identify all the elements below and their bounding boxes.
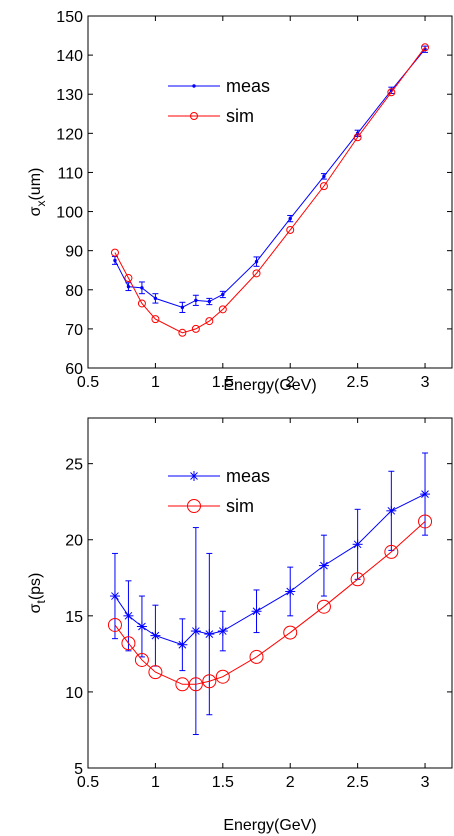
- t-point-meas: [191, 626, 201, 636]
- y-tick-label: 90: [65, 244, 83, 261]
- t-legend-marker: [189, 471, 199, 481]
- x-point-meas: [114, 259, 116, 261]
- t-point-meas: [110, 591, 120, 601]
- t-point-meas: [137, 621, 147, 631]
- x-tick-label: 1: [151, 774, 160, 791]
- series-line-meas: [115, 494, 425, 645]
- y-tick-label: 70: [65, 322, 83, 339]
- x-legend-marker: [193, 85, 195, 87]
- x-point-meas: [127, 285, 129, 287]
- chart-sigma-t: 0.5 1 1.5 2 2.5 3 5 10 15 20 25 Energy(GeV) σt(ps) me…: [0, 418, 454, 836]
- legend-label: sim: [226, 106, 254, 126]
- legend-label: meas: [226, 466, 270, 486]
- x-tick-label: 1: [151, 374, 160, 391]
- series-meas: [110, 453, 430, 735]
- t-point-meas: [150, 631, 160, 641]
- t-point-meas: [218, 626, 228, 636]
- t-point-meas: [420, 489, 430, 499]
- x-point-meas: [195, 299, 197, 301]
- x-point-meas: [255, 260, 257, 262]
- x-axis-label: Energy(GeV): [223, 377, 316, 394]
- x-point-meas: [289, 217, 291, 219]
- x-tick-label: 3: [421, 374, 430, 391]
- legend-item-meas: meas: [168, 466, 270, 486]
- y-tick-label: 130: [56, 87, 83, 104]
- t-point-meas: [123, 611, 133, 621]
- x-point-meas: [141, 287, 143, 289]
- legend-label: meas: [226, 76, 270, 96]
- t-point-meas: [204, 629, 214, 639]
- t-point-meas: [177, 640, 187, 650]
- y-tick-label: 25: [65, 457, 83, 474]
- y-axis-label: σx(um): [27, 168, 48, 217]
- x-tick-label: 2.5: [347, 774, 369, 791]
- chart-sigma-x: 0.5 1 1.5 2 2.5 3 60 70 80 90 100 110 120 130 140 150 En…: [0, 0, 454, 418]
- t-point-meas: [319, 561, 329, 571]
- y-tick-label: 10: [65, 685, 83, 702]
- t-point-meas: [285, 586, 295, 596]
- y-tick-label: 150: [56, 9, 83, 26]
- x-tick-label: 2: [286, 774, 295, 791]
- x-point-meas: [323, 175, 325, 177]
- y-tick-label: 140: [56, 48, 83, 65]
- legend-item-sim: sim: [168, 106, 254, 126]
- y-tick-label: 120: [56, 126, 83, 143]
- x-point-meas: [154, 297, 156, 299]
- x-axis-label: Energy(GeV): [223, 817, 316, 834]
- y-tick-label: 5: [74, 761, 83, 778]
- y-tick-label: 15: [65, 609, 83, 626]
- y-tick-label: 100: [56, 205, 83, 222]
- x-tick-label: 3: [421, 774, 430, 791]
- legend-item-meas: meas: [168, 76, 270, 96]
- x-point-meas: [208, 300, 210, 302]
- y-tick-label: 60: [65, 361, 83, 378]
- legend-item-sim: sim: [168, 496, 254, 516]
- y-axis-label: σt(ps): [27, 573, 48, 614]
- y-tick-label: 110: [57, 165, 83, 182]
- t-point-meas: [252, 606, 262, 616]
- x-point-meas: [222, 293, 224, 295]
- y-tick-label: 80: [65, 283, 83, 300]
- x-tick-label: 2.5: [347, 374, 369, 391]
- x-point-meas: [181, 306, 183, 308]
- x-tick-label: 1.5: [212, 774, 234, 791]
- legend-label: sim: [226, 496, 254, 516]
- plot-frame: [88, 16, 452, 368]
- y-tick-label: 20: [65, 533, 83, 550]
